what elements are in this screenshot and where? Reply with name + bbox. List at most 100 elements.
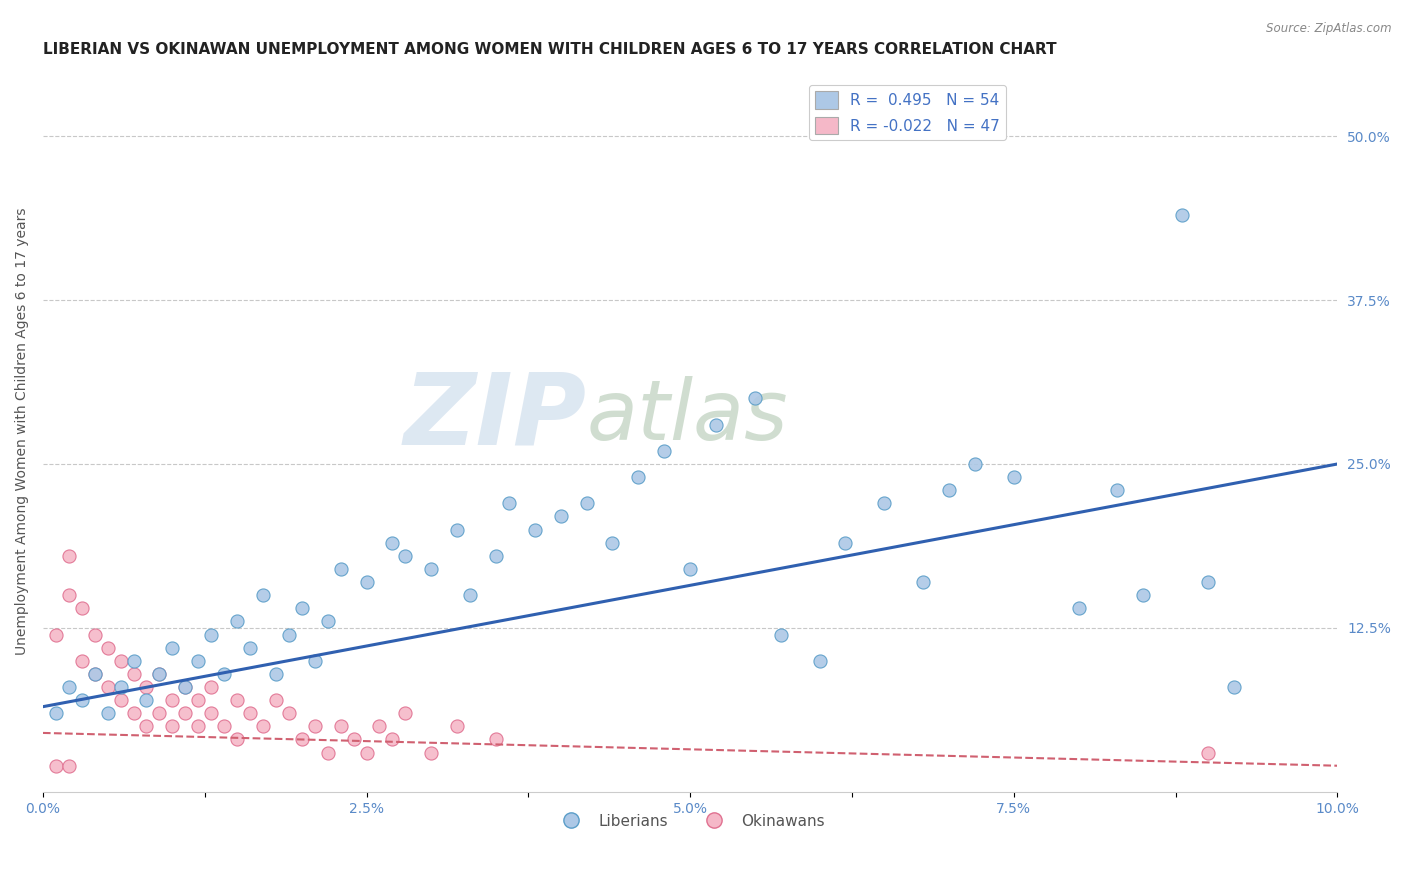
Point	[45, 627, 67, 641]
Point	[769, 627, 792, 641]
Point	[1132, 588, 1154, 602]
Point	[200, 627, 222, 641]
Point	[550, 509, 572, 524]
Point	[1067, 601, 1090, 615]
Point	[148, 706, 170, 721]
Point	[394, 549, 416, 563]
Point	[834, 535, 856, 549]
Point	[97, 640, 120, 655]
Point	[1171, 208, 1194, 222]
Point	[148, 666, 170, 681]
Point	[226, 732, 249, 747]
Point	[45, 758, 67, 772]
Point	[239, 706, 262, 721]
Point	[356, 575, 378, 590]
Point	[329, 562, 352, 576]
Point	[252, 719, 274, 733]
Point	[226, 615, 249, 629]
Point	[70, 693, 93, 707]
Point	[1107, 483, 1129, 498]
Point	[135, 680, 157, 694]
Legend: Liberians, Okinawans: Liberians, Okinawans	[550, 807, 831, 835]
Point	[135, 719, 157, 733]
Text: ZIP: ZIP	[404, 368, 586, 466]
Point	[226, 693, 249, 707]
Point	[212, 719, 235, 733]
Point	[97, 680, 120, 694]
Point	[808, 654, 831, 668]
Text: atlas: atlas	[586, 376, 789, 458]
Point	[485, 549, 508, 563]
Point	[70, 654, 93, 668]
Point	[873, 496, 896, 510]
Y-axis label: Unemployment Among Women with Children Ages 6 to 17 years: Unemployment Among Women with Children A…	[15, 208, 30, 655]
Point	[963, 457, 986, 471]
Point	[110, 654, 132, 668]
Point	[912, 575, 935, 590]
Point	[420, 562, 443, 576]
Point	[122, 666, 145, 681]
Point	[58, 758, 80, 772]
Point	[277, 627, 299, 641]
Text: Source: ZipAtlas.com: Source: ZipAtlas.com	[1267, 22, 1392, 36]
Point	[135, 693, 157, 707]
Point	[368, 719, 391, 733]
Point	[291, 732, 314, 747]
Point	[316, 746, 339, 760]
Point	[381, 732, 404, 747]
Point	[97, 706, 120, 721]
Point	[498, 496, 520, 510]
Point	[1197, 746, 1219, 760]
Point	[110, 680, 132, 694]
Point	[938, 483, 960, 498]
Point	[187, 654, 209, 668]
Point	[174, 706, 197, 721]
Point	[1197, 575, 1219, 590]
Point	[200, 706, 222, 721]
Point	[652, 443, 675, 458]
Point	[381, 535, 404, 549]
Point	[291, 601, 314, 615]
Point	[744, 392, 766, 406]
Point	[458, 588, 481, 602]
Point	[174, 680, 197, 694]
Point	[252, 588, 274, 602]
Point	[356, 746, 378, 760]
Point	[58, 588, 80, 602]
Point	[329, 719, 352, 733]
Point	[420, 746, 443, 760]
Point	[704, 417, 727, 432]
Point	[523, 523, 546, 537]
Point	[446, 719, 468, 733]
Point	[394, 706, 416, 721]
Point	[122, 654, 145, 668]
Point	[162, 693, 184, 707]
Point	[602, 535, 624, 549]
Point	[1002, 470, 1025, 484]
Point	[485, 732, 508, 747]
Point	[187, 693, 209, 707]
Point	[1223, 680, 1246, 694]
Point	[342, 732, 364, 747]
Point	[83, 666, 105, 681]
Point	[83, 627, 105, 641]
Point	[264, 693, 287, 707]
Point	[277, 706, 299, 721]
Point	[627, 470, 650, 484]
Point	[239, 640, 262, 655]
Point	[83, 666, 105, 681]
Point	[58, 549, 80, 563]
Point	[200, 680, 222, 694]
Text: LIBERIAN VS OKINAWAN UNEMPLOYMENT AMONG WOMEN WITH CHILDREN AGES 6 TO 17 YEARS C: LIBERIAN VS OKINAWAN UNEMPLOYMENT AMONG …	[44, 42, 1056, 57]
Point	[148, 666, 170, 681]
Point	[446, 523, 468, 537]
Point	[45, 706, 67, 721]
Point	[70, 601, 93, 615]
Point	[679, 562, 702, 576]
Point	[304, 719, 326, 733]
Point	[110, 693, 132, 707]
Point	[316, 615, 339, 629]
Point	[187, 719, 209, 733]
Point	[174, 680, 197, 694]
Point	[58, 680, 80, 694]
